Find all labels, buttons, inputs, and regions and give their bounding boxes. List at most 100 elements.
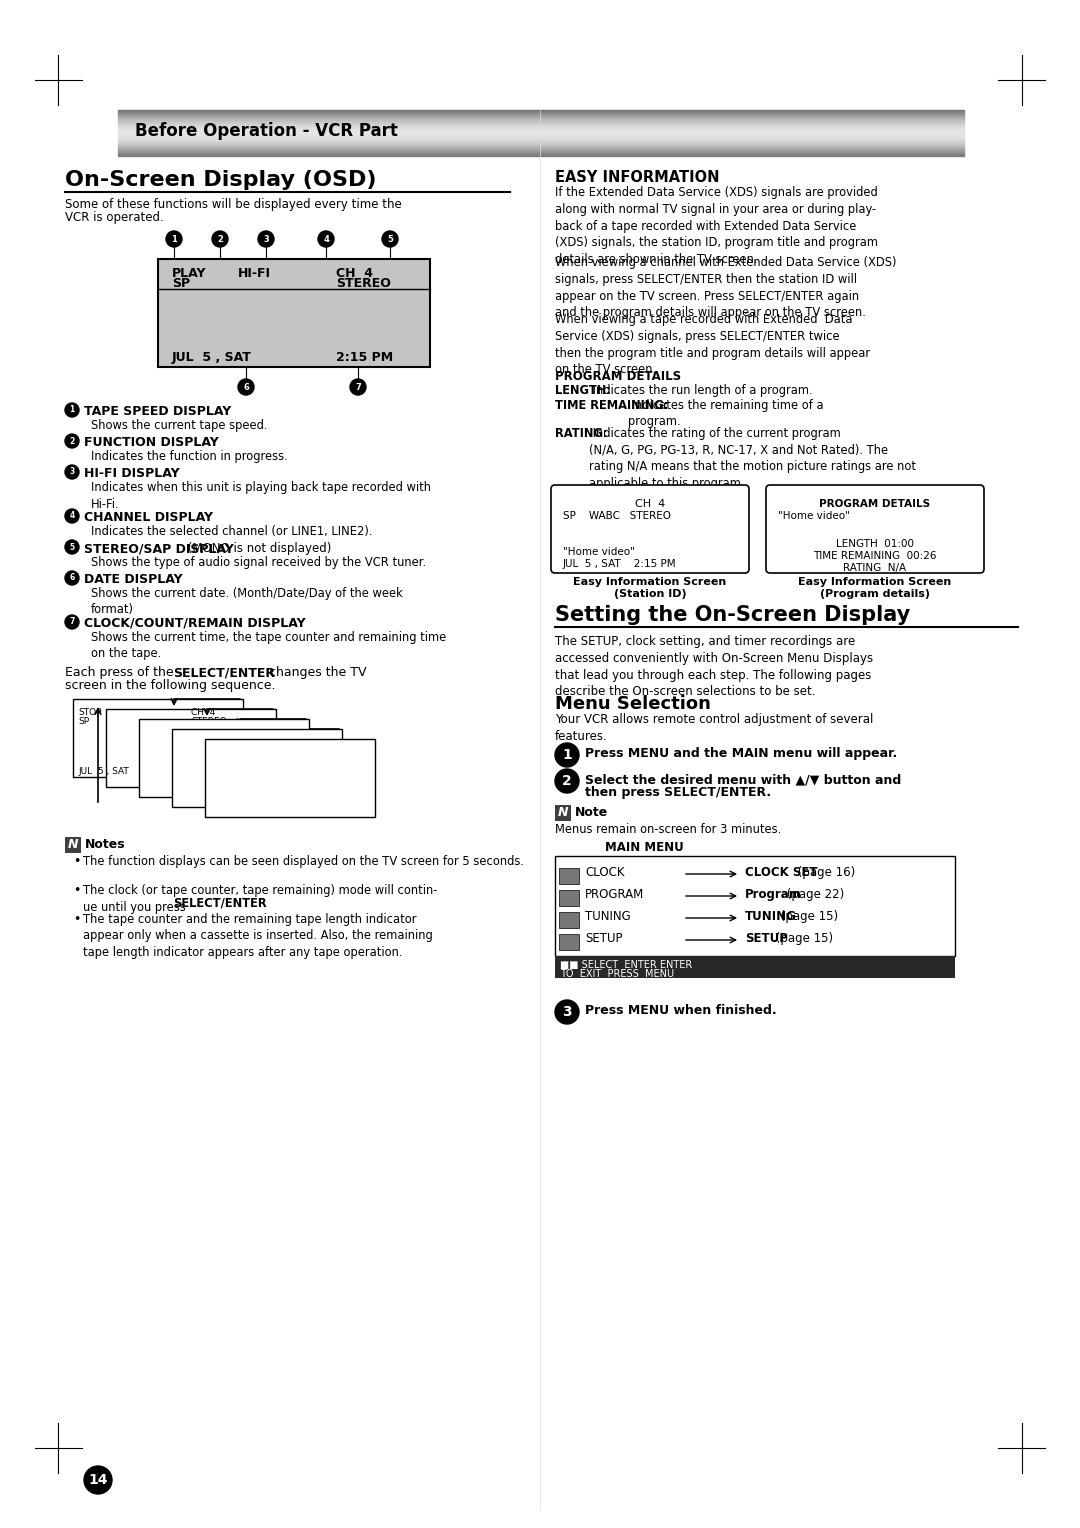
Circle shape: [166, 231, 183, 248]
Text: Program: Program: [745, 888, 801, 902]
Text: PROGRAM: PROGRAM: [585, 888, 645, 902]
Text: When viewing a channel with Extended Data Service (XDS)
signals, press SELECT/EN: When viewing a channel with Extended Dat…: [555, 257, 896, 319]
Bar: [555, 805, 571, 821]
Text: SP: SP: [172, 277, 190, 290]
Text: TIME REMAINING  00:26: TIME REMAINING 00:26: [813, 552, 936, 561]
Text: •: •: [73, 914, 80, 926]
Text: PROGRAM DETAILS: PROGRAM DETAILS: [820, 500, 931, 509]
Circle shape: [65, 614, 79, 630]
Text: TIME REMAINING:: TIME REMAINING:: [555, 399, 669, 413]
Text: 3: 3: [69, 468, 75, 477]
Text: PROGRAM DETAILS: PROGRAM DETAILS: [555, 370, 681, 384]
Text: On-Screen Display (OSD): On-Screen Display (OSD): [65, 170, 377, 189]
Circle shape: [65, 571, 79, 585]
Text: REM 1:58: REM 1:58: [287, 798, 329, 805]
Bar: [555, 856, 955, 957]
Text: TUNING: TUNING: [745, 911, 797, 923]
Circle shape: [555, 769, 579, 793]
Text: The clock (or tape counter, tape remaining) mode will contin-
ue until you press: The clock (or tape counter, tape remaini…: [83, 885, 437, 914]
Bar: [106, 709, 276, 787]
Text: 1: 1: [69, 405, 75, 414]
Bar: [555, 957, 955, 978]
Text: Your VCR allows remote control adjustment of several
features.: Your VCR allows remote control adjustmen…: [555, 714, 874, 743]
Text: N: N: [68, 839, 78, 851]
Text: The function displays can be seen displayed on the TV screen for 5 seconds.: The function displays can be seen displa…: [83, 856, 524, 868]
Text: CLOCK SET: CLOCK SET: [745, 866, 818, 879]
Bar: [73, 698, 243, 778]
Text: HI-FI DISPLAY: HI-FI DISPLAY: [84, 468, 179, 480]
Text: (page 15): (page 15): [778, 911, 838, 923]
Circle shape: [258, 231, 274, 248]
Text: screen in the following sequence.: screen in the following sequence.: [65, 678, 275, 692]
Text: STEREO/SAP DISPLAY: STEREO/SAP DISPLAY: [84, 542, 234, 555]
Text: When viewing a tape recorded with Extended  Data
Service (XDS) signals, press SE: When viewing a tape recorded with Extend…: [555, 313, 870, 376]
Circle shape: [65, 465, 79, 478]
Text: Indicates the rating of the current program
(N/A, G, PG, PG-13, R, NC-17, X and : Indicates the rating of the current prog…: [589, 426, 916, 489]
Text: "Home video": "Home video": [778, 510, 850, 521]
Text: Select the desired menu with ▲/▼ button and: Select the desired menu with ▲/▼ button …: [585, 773, 901, 785]
Text: PLAY: PLAY: [172, 267, 206, 280]
Text: CLOCK: CLOCK: [585, 866, 624, 879]
Text: DATE DISPLAY: DATE DISPLAY: [84, 573, 183, 587]
Circle shape: [318, 231, 334, 248]
Text: SP    WABC   STEREO: SP WABC STEREO: [563, 510, 671, 521]
Text: Shows the current tape speed.: Shows the current tape speed.: [91, 419, 268, 432]
Text: SETUP: SETUP: [585, 932, 622, 944]
Text: N: N: [557, 807, 568, 819]
Text: Menus remain on-screen for 3 minutes.: Menus remain on-screen for 3 minutes.: [555, 824, 781, 836]
Text: RATING:: RATING:: [555, 426, 607, 440]
Text: STEREO: STEREO: [191, 717, 227, 726]
Circle shape: [212, 231, 228, 248]
Text: 6: 6: [69, 573, 75, 582]
Text: •: •: [73, 885, 80, 897]
Text: 4: 4: [323, 234, 329, 243]
Text: 7: 7: [69, 617, 75, 626]
Text: CH  4: CH 4: [191, 707, 215, 717]
Text: Notes: Notes: [85, 837, 125, 851]
Text: 14: 14: [89, 1473, 108, 1487]
Bar: [65, 837, 81, 853]
Bar: [158, 260, 430, 367]
Text: 2:15 PM: 2:15 PM: [336, 351, 393, 364]
Text: 3: 3: [264, 234, 269, 243]
Text: CH  4: CH 4: [635, 500, 665, 509]
Circle shape: [65, 403, 79, 417]
Text: 1: 1: [562, 749, 572, 762]
Text: FUNCTION DISPLAY: FUNCTION DISPLAY: [84, 435, 219, 449]
Text: EASY INFORMATION: EASY INFORMATION: [555, 170, 719, 185]
Text: MAIN MENU: MAIN MENU: [605, 840, 684, 854]
Text: Indicates the selected channel (or LINE1, LINE2).: Indicates the selected channel (or LINE1…: [91, 526, 373, 538]
Text: CHANNEL DISPLAY: CHANNEL DISPLAY: [84, 510, 213, 524]
Text: CH  4: CH 4: [336, 267, 373, 280]
Text: SETUP: SETUP: [745, 932, 788, 944]
Text: The SETUP, clock setting, and timer recordings are
accessed conveniently with On: The SETUP, clock setting, and timer reco…: [555, 636, 873, 698]
Text: 2: 2: [562, 775, 572, 788]
Text: SELECT/ENTER: SELECT/ENTER: [173, 666, 275, 678]
Circle shape: [238, 379, 254, 396]
Text: Setting the On-Screen Display: Setting the On-Screen Display: [555, 605, 910, 625]
Text: TAPE SPEED DISPLAY: TAPE SPEED DISPLAY: [84, 405, 231, 419]
Text: Indicates when this unit is playing back tape recorded with
Hi-Fi.: Indicates when this unit is playing back…: [91, 481, 431, 510]
Text: Press MENU and the MAIN menu will appear.: Press MENU and the MAIN menu will appear…: [585, 747, 897, 759]
Bar: [559, 868, 579, 885]
Text: (page 22): (page 22): [783, 888, 845, 902]
Circle shape: [65, 509, 79, 523]
Text: changes the TV: changes the TV: [265, 666, 366, 678]
Circle shape: [555, 743, 579, 767]
Text: Indicates the function in progress.: Indicates the function in progress.: [91, 451, 287, 463]
Text: 0:35:40: 0:35:40: [257, 787, 292, 796]
Text: STEREO: STEREO: [336, 277, 391, 290]
Text: (Program details): (Program details): [820, 588, 930, 599]
Text: Menu Selection: Menu Selection: [555, 695, 711, 714]
Text: SP: SP: [78, 717, 90, 726]
Text: 6: 6: [243, 382, 248, 391]
Text: •: •: [73, 856, 80, 868]
Text: TO  EXIT  PRESS  MENU: TO EXIT PRESS MENU: [561, 969, 674, 979]
Text: ■■ SELECT  ENTER ENTER: ■■ SELECT ENTER ENTER: [561, 960, 692, 970]
Text: JUL  5 , SAT: JUL 5 , SAT: [78, 767, 129, 776]
Text: (page 15): (page 15): [772, 932, 833, 944]
Text: LENGTH  01:00: LENGTH 01:00: [836, 539, 914, 549]
Circle shape: [382, 231, 399, 248]
Text: Note: Note: [575, 805, 608, 819]
Text: VCR is operated.: VCR is operated.: [65, 211, 164, 225]
